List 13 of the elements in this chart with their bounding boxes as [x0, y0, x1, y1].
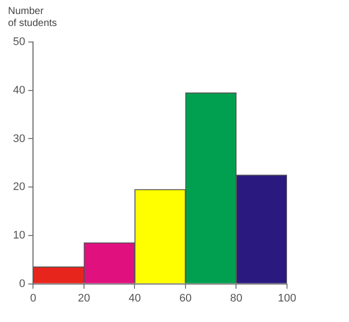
x-tick-label: 0: [30, 292, 36, 304]
y-tick-label: 40: [12, 84, 26, 96]
y-tick-label: 0: [19, 278, 26, 290]
y-tick-label: 10: [12, 229, 26, 242]
x-tick-label: 40: [128, 292, 141, 304]
x-tick-label: 80: [230, 292, 242, 304]
y-tick-label: 20: [12, 181, 26, 194]
x-tick-label: 60: [179, 292, 192, 304]
y-tick-label: 30: [12, 132, 26, 145]
x-tick-label: 20: [78, 292, 90, 304]
x-tick-label: 100: [278, 292, 296, 304]
y-tick-label: 50: [12, 36, 26, 48]
y-axis-title: Number of students: [8, 6, 57, 30]
